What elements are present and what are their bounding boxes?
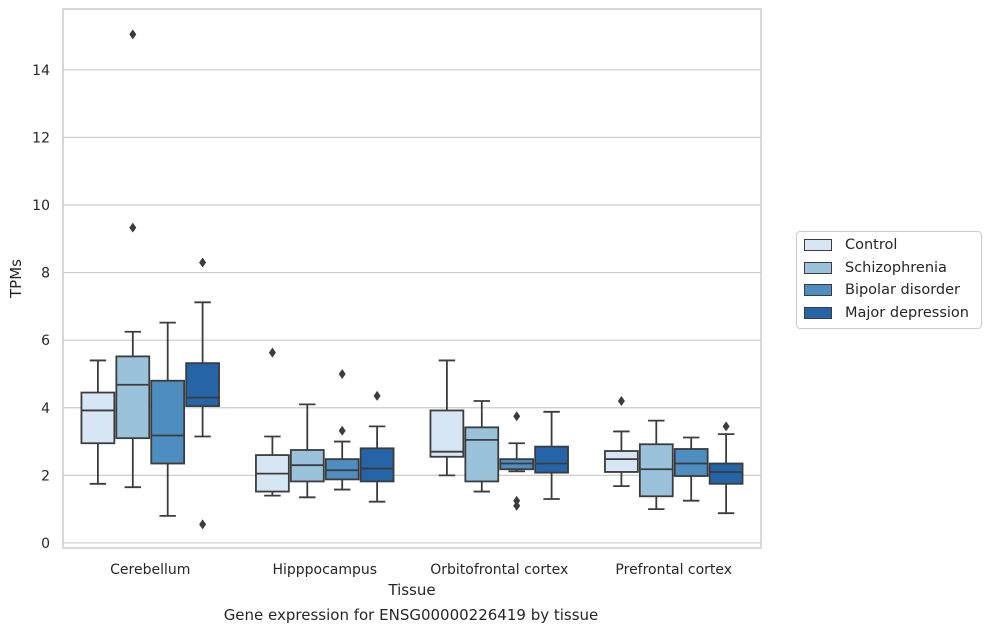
legend-swatch [804, 261, 832, 274]
y-tick-label: 8 [41, 266, 50, 282]
x-tick-label: Orbitofrontal cortex [430, 562, 568, 578]
legend: Control Schizophrenia Bipolar disorder Majo… [796, 231, 982, 329]
box-major-depression [708, 421, 744, 515]
legend-item: Bipolar disorder [797, 279, 981, 302]
box-control [80, 359, 116, 485]
box-iqr [324, 458, 360, 481]
outlier-point [129, 222, 137, 233]
box-schizophrenia [115, 29, 151, 489]
y-axis-ticks: 0 2 4 6 8 10 12 14 [32, 63, 50, 552]
box-iqr [80, 391, 116, 445]
plot-area-frame [62, 8, 762, 549]
legend-item: Schizophrenia [797, 257, 981, 280]
outlier-point [513, 411, 521, 422]
legend-label: Schizophrenia [845, 259, 947, 276]
x-tick-label: Prefrontal cortex [615, 562, 732, 578]
outlier-point [268, 347, 276, 358]
y-tick-label: 10 [32, 198, 50, 214]
y-tick-label: 4 [41, 401, 50, 417]
outlier-point [338, 425, 346, 436]
outlier-point [513, 500, 521, 511]
box-schizophrenia [464, 400, 500, 493]
outlier-point [373, 390, 381, 401]
outlier-point [199, 519, 207, 530]
box-iqr [429, 409, 465, 458]
box-bipolar-disorder [324, 368, 360, 491]
box-iqr [673, 448, 709, 477]
box-major-depression [359, 390, 395, 503]
legend-item: Major depression [797, 302, 981, 325]
box-iqr [185, 362, 220, 407]
x-axis-ticks: Cerebellum Hipppocampus Orbitofrontal cort… [110, 562, 732, 578]
figure-caption: Gene expression for ENSG00000226419 by t… [223, 606, 599, 624]
box-iqr [150, 379, 186, 465]
legend-item: Control [797, 234, 981, 257]
y-axis-label: TPMs [7, 259, 25, 299]
y-tick-label: 0 [41, 536, 50, 552]
box-control [429, 359, 465, 477]
outlier-point [199, 257, 207, 268]
box-iqr [708, 462, 744, 485]
box-schizophrenia [638, 419, 674, 511]
box-iqr [638, 443, 674, 498]
box-iqr [359, 447, 395, 483]
box-iqr [534, 445, 569, 474]
x-tick-label: Cerebellum [110, 562, 190, 578]
outlier-point [513, 495, 521, 506]
y-tick-label: 12 [32, 130, 50, 146]
box-major-depression [185, 257, 220, 530]
box-bipolar-disorder [499, 411, 535, 511]
x-tick-label: Hipppocampus [272, 562, 377, 578]
legend-label: Bipolar disorder [845, 282, 960, 299]
outlier-point [129, 29, 137, 40]
x-axis-label: Tissue [387, 581, 435, 599]
outlier-point [722, 421, 730, 432]
box-iqr [604, 450, 639, 473]
box-control [604, 396, 639, 488]
legend-swatch [804, 306, 832, 319]
y-tick-label: 6 [41, 333, 50, 349]
box-iqr [115, 355, 151, 440]
box-bipolar-disorder [150, 321, 186, 517]
box-control [255, 347, 290, 497]
box-plot-boxes [80, 29, 744, 530]
box-schizophrenia [289, 403, 325, 499]
box-iqr [464, 426, 500, 483]
outlier-point [617, 396, 625, 406]
outlier-point [338, 368, 346, 379]
legend-label: Control [845, 237, 898, 254]
box-bipolar-disorder [673, 436, 709, 502]
legend-label: Major depression [845, 304, 969, 321]
legend-swatch [804, 284, 832, 297]
y-tick-label: 14 [32, 63, 50, 79]
box-major-depression [534, 410, 569, 500]
legend-swatch [804, 239, 832, 252]
y-tick-label: 2 [41, 468, 50, 484]
